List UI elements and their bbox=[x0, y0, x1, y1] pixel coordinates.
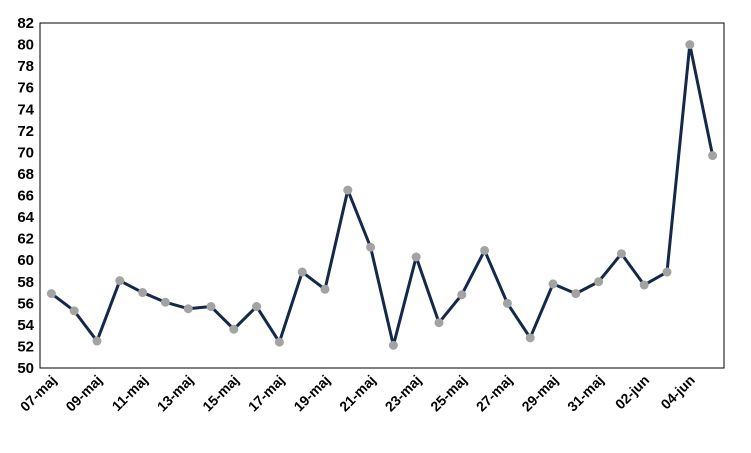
data-point bbox=[639, 280, 649, 290]
y-tick-label: 62 bbox=[17, 231, 34, 248]
series-layer bbox=[46, 40, 718, 350]
x-tick-label: 23-maj bbox=[382, 372, 425, 415]
y-axis: 50 52 54 56 58 60 62 64 66 68 70 72 74 76 78 80 82 bbox=[17, 15, 34, 377]
y-tick-label: 72 bbox=[17, 123, 34, 140]
data-point bbox=[252, 302, 262, 312]
data-point bbox=[616, 249, 626, 259]
y-tick-label: 60 bbox=[17, 252, 34, 269]
plot-area-frame bbox=[39, 22, 725, 369]
y-tick-label: 66 bbox=[17, 188, 34, 205]
x-tick-label: 31-maj bbox=[564, 372, 607, 415]
data-point bbox=[206, 302, 216, 312]
data-point bbox=[388, 340, 398, 350]
data-point bbox=[183, 304, 193, 314]
data-point bbox=[548, 279, 558, 289]
x-tick-label: 11-maj bbox=[109, 372, 151, 414]
x-tick-label: 07-maj bbox=[17, 372, 60, 415]
x-tick-label: 15-maj bbox=[199, 372, 242, 415]
x-tick-label: 21-maj bbox=[336, 372, 379, 415]
data-point bbox=[434, 318, 444, 328]
data-point bbox=[708, 151, 718, 161]
data-point bbox=[297, 267, 307, 277]
y-tick-label: 50 bbox=[17, 360, 34, 377]
x-tick-label: 13-maj bbox=[154, 372, 197, 415]
data-point bbox=[685, 40, 695, 50]
x-tick-label: 09-maj bbox=[62, 372, 105, 415]
x-tick-label: 17-maj bbox=[245, 372, 288, 415]
data-point bbox=[229, 324, 239, 334]
x-tick-label: 27-maj bbox=[473, 372, 516, 415]
x-tick-label: 25-maj bbox=[427, 372, 470, 415]
data-point bbox=[411, 252, 421, 262]
y-tick-label: 80 bbox=[17, 37, 34, 54]
data-point bbox=[366, 242, 376, 252]
data-point bbox=[92, 336, 102, 346]
data-point bbox=[115, 276, 125, 286]
data-point bbox=[662, 267, 672, 277]
data-point bbox=[343, 185, 353, 195]
data-point bbox=[160, 297, 170, 307]
y-tick-label: 74 bbox=[17, 101, 34, 118]
data-point bbox=[320, 284, 330, 294]
y-tick-label: 82 bbox=[17, 15, 34, 32]
data-point bbox=[480, 245, 490, 255]
y-tick-label: 68 bbox=[17, 166, 34, 183]
x-tick-label: 02-jun bbox=[612, 372, 652, 412]
y-tick-label: 70 bbox=[17, 144, 34, 161]
y-tick-label: 58 bbox=[17, 274, 34, 291]
data-point bbox=[571, 289, 581, 299]
series-line bbox=[50, 43, 715, 347]
data-point bbox=[69, 306, 79, 316]
data-point bbox=[46, 289, 56, 299]
y-tick-label: 56 bbox=[17, 295, 34, 312]
y-tick-label: 52 bbox=[17, 338, 34, 355]
x-tick-label: 04-jun bbox=[657, 372, 697, 412]
x-axis: 07-maj 09-maj 11-maj 13-maj 15-maj 17-maj 19-m… bbox=[17, 372, 698, 415]
data-point bbox=[525, 333, 535, 343]
data-point bbox=[138, 288, 148, 298]
y-tick-label: 64 bbox=[17, 209, 34, 226]
y-tick-label: 78 bbox=[17, 58, 34, 75]
data-point bbox=[457, 290, 467, 300]
data-point bbox=[594, 277, 604, 287]
x-tick-label: 19-maj bbox=[290, 372, 333, 415]
data-point bbox=[502, 298, 512, 308]
y-tick-label: 54 bbox=[17, 317, 34, 334]
x-tick-label: 29-maj bbox=[518, 372, 561, 415]
y-tick-label: 76 bbox=[17, 80, 34, 97]
data-point bbox=[274, 337, 284, 347]
